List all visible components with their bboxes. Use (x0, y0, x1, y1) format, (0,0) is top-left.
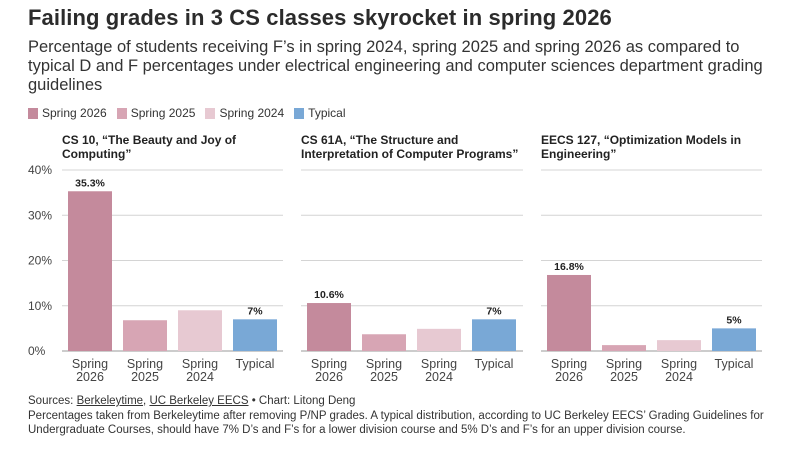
bar (657, 340, 701, 351)
bar (362, 334, 406, 351)
legend-item-typical: Typical (294, 106, 346, 120)
chart-credit: • Chart: Litong Deng (248, 395, 356, 407)
legend-swatch (116, 107, 127, 119)
legend-item-spring-2026: Spring 2026 (28, 106, 107, 120)
sources-separator: , (143, 395, 150, 407)
legend-swatch (205, 107, 216, 119)
x-tick-label: Typical (236, 357, 275, 371)
panel-title-eecs127: EECS 127, “Optimization Models in Engine… (541, 133, 742, 161)
bar (547, 274, 591, 351)
x-tick-label: Spring (72, 357, 108, 371)
footer: Sources: Berkeleytime, UC Berkeley EECS … (28, 394, 788, 438)
bar (417, 328, 461, 351)
bar (178, 310, 222, 351)
legend-label: Typical (308, 106, 346, 120)
x-tick-label: Spring (311, 357, 347, 371)
bar (472, 319, 516, 351)
legend: Spring 2026 Spring 2025 Spring 2024 Typi… (28, 106, 346, 120)
y-tick-label: 40% (28, 163, 52, 177)
x-tick-label: 2024 (186, 370, 214, 384)
legend-swatch (28, 107, 38, 119)
bar (233, 319, 277, 351)
x-tick-label: 2026 (555, 370, 583, 384)
data-label: 7% (486, 305, 502, 317)
legend-swatch (294, 107, 305, 119)
data-label: 35.3% (75, 177, 105, 189)
x-tick-label: Spring (127, 357, 163, 371)
x-tick-label: Spring (551, 357, 587, 371)
x-tick-label: Spring (421, 357, 457, 371)
y-tick-label: 0% (28, 344, 46, 358)
x-tick-label: Spring (182, 357, 218, 371)
x-tick-label: 2025 (610, 370, 638, 384)
bar (123, 320, 167, 351)
sources-line: Sources: Berkeleytime, UC Berkeley EECS … (28, 394, 788, 409)
legend-label: Spring 2025 (130, 106, 196, 120)
x-tick-label: Typical (475, 357, 514, 371)
bar (712, 328, 756, 351)
x-tick-label: 2024 (665, 370, 693, 384)
data-label: 7% (247, 305, 263, 317)
source-link-berkeleytime[interactable]: Berkeleytime (76, 395, 144, 407)
x-tick-label: Spring (606, 357, 642, 371)
bar (68, 191, 112, 351)
y-tick-label: 30% (28, 208, 52, 222)
y-tick-label: 20% (28, 254, 52, 268)
x-tick-label: Spring (366, 357, 402, 371)
panel-title-cs10: CS 10, “The Beauty and Joy of Computing” (62, 133, 237, 161)
chart-title: Failing grades in 3 CS classes skyrocket… (28, 5, 612, 30)
panel-title-cs61a: CS 61A, “The Structure and Interpretatio… (301, 133, 519, 161)
data-label: 10.6% (314, 289, 344, 301)
data-label: 5% (726, 314, 742, 326)
sources-prefix: Sources: (28, 395, 77, 407)
y-tick-label: 10% (28, 299, 52, 313)
x-tick-label: 2026 (315, 370, 343, 384)
bar (602, 345, 646, 351)
x-tick-label: Spring (661, 357, 697, 371)
x-tick-label: Typical (715, 357, 754, 371)
x-tick-label: 2025 (370, 370, 398, 384)
bar (307, 303, 351, 351)
legend-label: Spring 2024 (219, 106, 285, 120)
x-tick-label: 2025 (131, 370, 159, 384)
legend-item-spring-2025: Spring 2025 (116, 106, 196, 120)
chart-subtitle: Percentage of students receiving F’s in … (28, 38, 763, 94)
legend-label: Spring 2026 (42, 106, 107, 120)
x-tick-label: 2026 (76, 370, 104, 384)
x-tick-label: 2024 (425, 370, 453, 384)
source-link-uc-berkeley-eecs[interactable]: UC Berkeley EECS (149, 395, 249, 407)
data-label: 16.8% (554, 261, 584, 273)
legend-item-spring-2024: Spring 2024 (205, 106, 284, 120)
bar-charts: 0%10%20%30%40%35.3%Spring2026Spring2025S… (28, 163, 762, 384)
methodology-note: Percentages taken from Berkeleytime afte… (28, 409, 764, 437)
